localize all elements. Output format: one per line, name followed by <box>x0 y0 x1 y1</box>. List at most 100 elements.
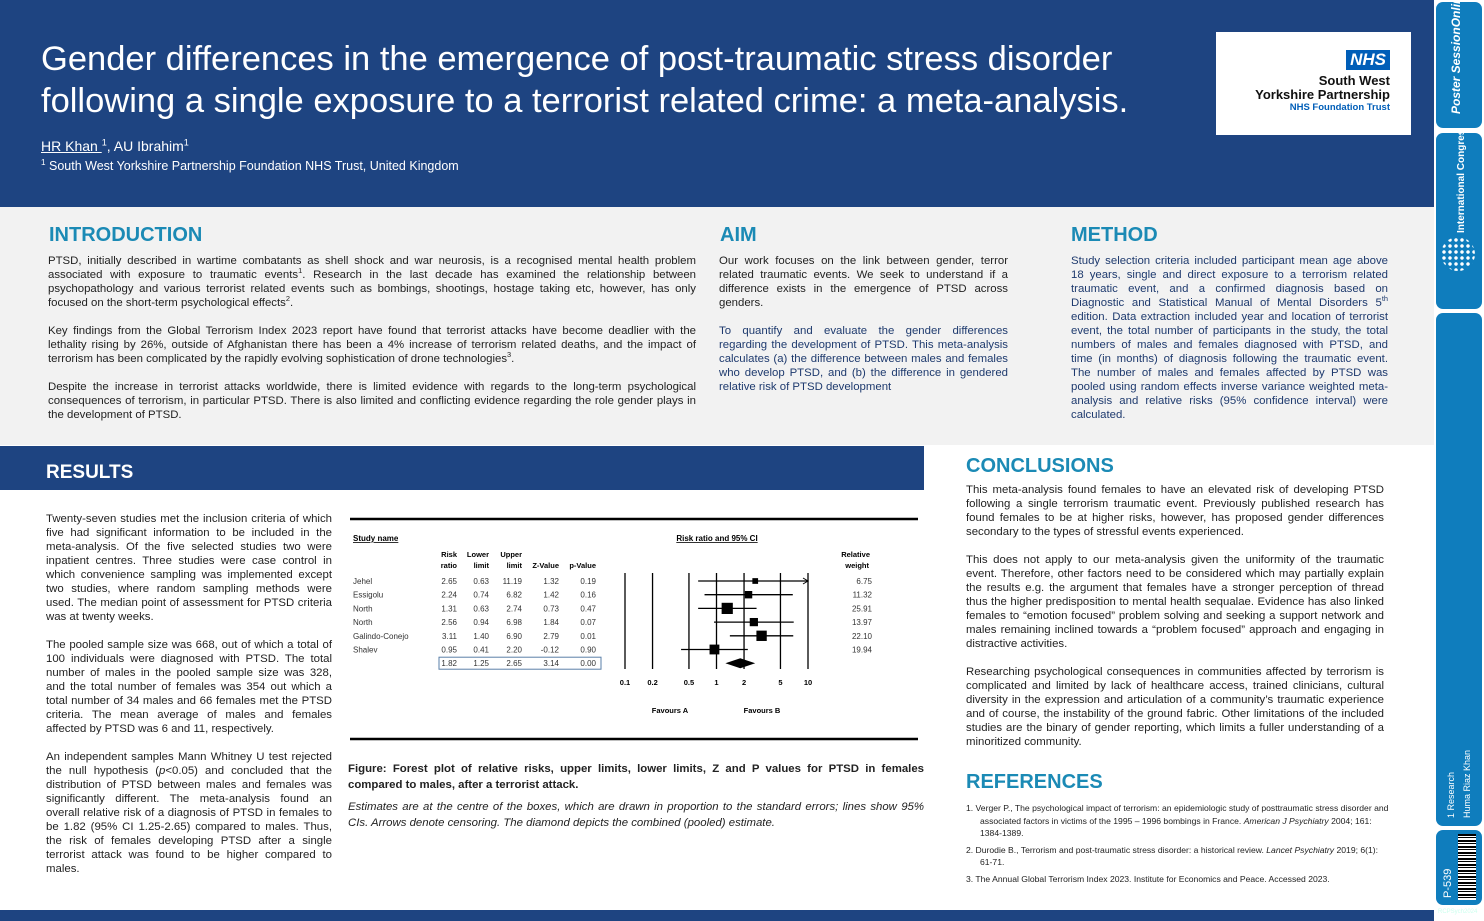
t: edition. Data extraction included year a… <box>1071 311 1388 421</box>
barcode-icon <box>1458 834 1476 900</box>
forest-plot-svg: Study name Risk ratio and 95% CI Risk ratio… <box>350 517 918 741</box>
sup: th <box>1381 294 1388 304</box>
sup: 1 <box>101 137 107 148</box>
sup: 3 <box>507 350 512 360</box>
study-z: 1.84 <box>543 618 559 627</box>
column-header: limit <box>507 561 523 570</box>
study-rr: 0.95 <box>441 646 457 655</box>
poster-session-label: Poster SessionOnline <box>1449 2 1463 114</box>
t: Lancet Psychiatry <box>1266 844 1335 855</box>
logo-line: South West <box>1318 73 1390 88</box>
t: . <box>289 297 294 309</box>
plot-title: Risk ratio and 95% CI <box>676 534 757 543</box>
paragraph: Despite the increase in terrorist attack… <box>48 381 696 421</box>
study-z: -0.12 <box>541 646 560 655</box>
t: 2. Durodie B., Terrorism and post-trauma… <box>966 844 1267 855</box>
column-header: limit <box>474 561 490 570</box>
intro-section: INTRODUCTION PTSD, initially described i… <box>0 207 1434 445</box>
sup: 1 <box>298 266 303 276</box>
study-z: 0.73 <box>543 604 559 613</box>
title-line: following a single exposure to a terrori… <box>41 82 1129 120</box>
nhs-mark: NHS <box>1346 50 1390 70</box>
pooled-row-box <box>438 656 602 670</box>
study-upper: 2.74 <box>506 604 522 613</box>
study-z: 2.79 <box>543 632 559 641</box>
event-label: RCPSych2024 <box>1438 909 1478 915</box>
paragraph: Our work focuses on the link between gen… <box>719 255 1008 309</box>
paragraph: Researching psychological consequences i… <box>966 666 1384 748</box>
results-text: Twenty-seven studies met the inclusion c… <box>46 512 332 890</box>
study-name: North <box>353 604 373 613</box>
international-congress-logo[interactable]: International Congress <box>1436 133 1482 309</box>
pooled-lower: 1.25 <box>473 659 489 668</box>
study-weight: 13.97 <box>852 618 873 627</box>
poster-session-online-logo[interactable]: Poster SessionOnline <box>1436 2 1482 128</box>
method-heading: METHOD <box>1071 224 1158 246</box>
study-z: 1.42 <box>543 591 559 600</box>
sidebar: Poster SessionOnline International Congr… <box>1434 0 1484 921</box>
study-p: 0.19 <box>580 577 596 586</box>
method-text: Study selection criteria included partic… <box>1071 254 1388 436</box>
study-rr: 2.65 <box>441 577 457 586</box>
column-header: Upper <box>500 550 522 559</box>
study-name: Essigolu <box>353 591 383 600</box>
study-name: North <box>353 618 373 627</box>
study-lower: 1.40 <box>473 632 489 641</box>
category-label: 1 Research <box>1446 771 1456 818</box>
effect-box <box>721 602 733 614</box>
x-tick-label: 5 <box>778 678 782 687</box>
author: , AU Ibrahim <box>106 138 184 154</box>
pooled-p: 0.00 <box>580 659 596 668</box>
column-header: p-Value <box>569 561 596 570</box>
references-list: 1. Verger P., The psychological impact o… <box>966 802 1390 889</box>
forest-plot: Study name Risk ratio and 95% CI Risk ratio… <box>348 515 920 743</box>
study-lower: 0.74 <box>473 591 489 600</box>
congress-label: International Congress <box>1456 133 1467 233</box>
pooled-diamond <box>725 658 756 669</box>
study-weight: 6.75 <box>856 577 872 586</box>
poster-id-panel: P-539 <box>1436 830 1482 905</box>
introduction-text: PTSD, initially described in wartime com… <box>48 254 696 436</box>
study-name: Galindo-Conejo <box>353 632 409 641</box>
study-upper: 6.98 <box>506 618 522 627</box>
t: . <box>511 353 515 365</box>
x-tick-label: 0.5 <box>684 678 694 687</box>
study-lower: 0.94 <box>473 618 489 627</box>
pooled-rr: 1.82 <box>441 659 457 668</box>
study-rr: 2.24 <box>441 591 457 600</box>
authors: HR Khan 1, AU Ibrahim1 <box>41 138 189 154</box>
study-rr: 1.31 <box>441 604 457 613</box>
effect-box <box>749 617 758 627</box>
study-weight: 22.10 <box>852 632 873 641</box>
t: p <box>159 765 166 777</box>
x-tick-label: 1 <box>714 678 718 687</box>
effect-box <box>744 590 753 599</box>
pooled-z: 3.14 <box>543 659 559 668</box>
study-upper: 11.19 <box>503 577 523 586</box>
author-label: Huma Riaz Khan <box>1462 749 1472 818</box>
study-upper: 6.82 <box>506 591 522 600</box>
paragraph: The pooled sample size was 668, out of w… <box>46 639 332 735</box>
footer-bar <box>0 910 1434 921</box>
nhs-logo: NHS South West Yorkshire Partnership NHS… <box>1216 32 1411 135</box>
paragraph: To quantify and evaluate the gender diff… <box>719 325 1008 393</box>
t: 1. Verger P., The psychological impact o… <box>966 803 1389 826</box>
t: 2004; 161: 1384-1389. <box>980 815 1372 839</box>
effect-box <box>709 644 720 655</box>
x-tick-label: 10 <box>804 678 812 687</box>
paragraph: An independent samples Mann Whitney U te… <box>46 750 332 876</box>
study-upper: 6.90 <box>506 632 522 641</box>
t: 2019; 6(1): 61-71. <box>980 844 1379 868</box>
author-link[interactable]: HR Khan <box>41 138 102 154</box>
column-header: Z-Value <box>532 561 559 570</box>
study-p: 0.01 <box>580 632 596 641</box>
study-upper: 2.20 <box>506 646 522 655</box>
study-lower: 0.63 <box>473 604 489 613</box>
reference-item: 3. The Annual Global Terrorism Index 202… <box>966 873 1330 884</box>
paragraph: PTSD, initially described in wartime com… <box>48 254 696 310</box>
affiliation-text: South West Yorkshire Partnership Foundat… <box>45 159 459 173</box>
paragraph: This meta-analysis found females to have… <box>966 484 1384 538</box>
t: An independent samples Mann Whitney U te… <box>46 751 332 777</box>
study-weight: 25.91 <box>852 604 873 613</box>
conclusions-text: This meta-analysis found females to have… <box>966 483 1384 763</box>
